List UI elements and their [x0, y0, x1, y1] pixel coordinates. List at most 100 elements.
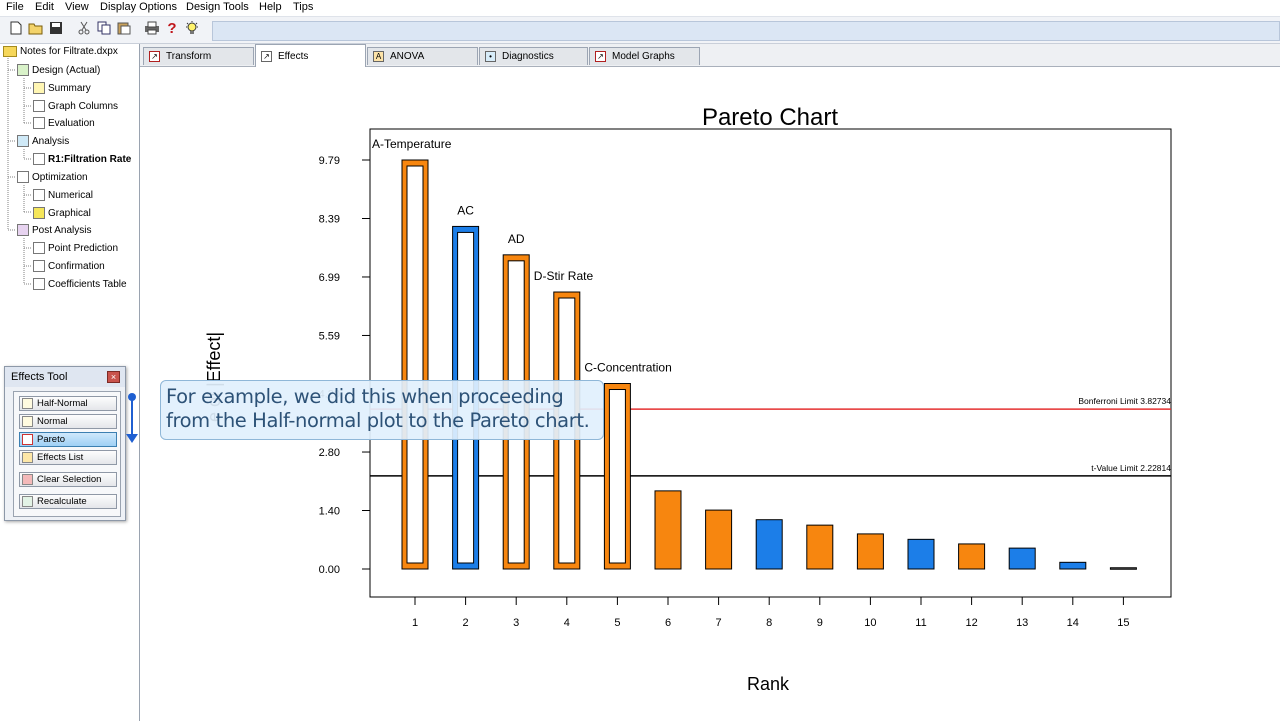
open-folder-icon[interactable] [28, 20, 44, 36]
pareto-bars-icon [22, 434, 33, 445]
half-normal-button[interactable]: Half-Normal [19, 396, 117, 411]
pointer-marker-line [131, 398, 133, 438]
response-icon [33, 153, 45, 165]
tree-item-coefficients-table[interactable]: Coefficients Table [33, 278, 127, 290]
menu-tips[interactable]: Tips [293, 1, 314, 13]
copy-icon[interactable] [96, 20, 112, 36]
tab-effects[interactable]: ↗ Effects [255, 44, 366, 67]
menu-view[interactable]: View [65, 1, 89, 13]
tree-item-label: Graphical [48, 207, 91, 219]
x-tick-label: 15 [1117, 617, 1129, 629]
button-label: Pareto [37, 434, 65, 445]
pareto-bar [856, 533, 884, 570]
chart-title: Pareto Chart [702, 104, 838, 131]
summary-icon [33, 82, 45, 94]
graphical-icon [33, 207, 45, 219]
effects-tool-title: Effects Tool [11, 371, 68, 383]
tree-item-filtration-rate[interactable]: R1:Filtration Rate [33, 153, 131, 165]
tree-item-label: Graph Columns [48, 100, 119, 112]
point-prediction-icon [33, 242, 45, 254]
close-icon[interactable]: × [107, 371, 120, 383]
help-question-icon[interactable]: ? [167, 19, 177, 37]
tree-item-label: Analysis [32, 135, 70, 147]
pareto-bar [907, 538, 935, 570]
tree-item-label: Point Prediction [48, 242, 119, 254]
x-tick-label: 3 [513, 617, 519, 629]
tree-item-label: Evaluation [48, 117, 95, 129]
y-tick-label: 6.99 [319, 272, 340, 284]
tree-root-notes[interactable]: Notes for Filtrate.dxpx [3, 46, 118, 57]
y-tick-label: 1.40 [319, 506, 340, 518]
pointer-arrow-icon [126, 434, 138, 443]
button-label: Recalculate [37, 496, 87, 507]
tree-item-design[interactable]: Design (Actual) [17, 64, 100, 76]
tips-lightbulb-icon[interactable] [184, 20, 200, 36]
y-tick-label: 9.79 [319, 155, 340, 167]
y-tick-label: 5.59 [319, 330, 340, 342]
tree-item-analysis[interactable]: Analysis [17, 135, 69, 147]
print-icon[interactable] [144, 20, 160, 36]
pareto-bar [654, 490, 682, 570]
tree-connector-lines [7, 58, 32, 285]
toolbar-blank-area [212, 21, 1280, 41]
anova-icon: A [373, 51, 384, 62]
normal-plot-icon [22, 416, 33, 427]
y-tick-label: 2.80 [319, 447, 340, 459]
tree-item-confirmation[interactable]: Confirmation [33, 260, 105, 272]
menu-design-tools[interactable]: Design Tools [186, 1, 249, 13]
numerical-icon [33, 189, 45, 201]
y-tick-label: 0.00 [319, 564, 340, 576]
tab-label: Effects [278, 50, 309, 62]
tab-model-graphs[interactable]: ↗ Model Graphs [589, 47, 700, 65]
pareto-button[interactable]: Pareto [19, 432, 117, 447]
half-normal-plot-icon [22, 398, 33, 409]
pareto-bar [705, 509, 733, 570]
confirmation-icon [33, 260, 45, 272]
limit-label: t-Value Limit 2.22814 [1091, 463, 1171, 473]
tab-anova[interactable]: A ANOVA [367, 47, 478, 65]
normal-button[interactable]: Normal [19, 414, 117, 429]
new-file-icon[interactable] [8, 20, 24, 36]
tree-item-label: Confirmation [48, 260, 105, 272]
menu-file[interactable]: File [6, 1, 24, 13]
tab-label: Transform [166, 51, 212, 62]
pointer-marker-dot [128, 393, 136, 401]
effects-list-button[interactable]: Effects List [19, 450, 117, 465]
tab-transform[interactable]: ↗ Transform [143, 47, 254, 65]
x-tick-label: 11 [915, 617, 926, 629]
tab-diagnostics[interactable]: • Diagnostics [479, 47, 588, 65]
tree-root-label: Notes for Filtrate.dxpx [20, 46, 118, 57]
tree-item-optimization[interactable]: Optimization [17, 171, 88, 183]
callout-line-2: from the Half-normal plot to the Pareto … [166, 409, 590, 432]
evaluation-magnifier-icon [33, 117, 45, 129]
tree-item-label: Design (Actual) [32, 64, 101, 76]
menu-display-options[interactable]: Display Options [100, 1, 178, 13]
cut-icon[interactable] [76, 20, 92, 36]
tree-item-evaluation[interactable]: Evaluation [33, 117, 95, 129]
tree-item-graphical[interactable]: Graphical [33, 207, 91, 219]
bar-label: C-Concentration [584, 361, 671, 375]
paste-icon[interactable] [116, 20, 132, 36]
bar-label: D-Stir Rate [534, 269, 594, 283]
tree-item-graph-columns[interactable]: Graph Columns [33, 100, 118, 112]
callout-line-1: For example, we did this when proceeding [166, 385, 564, 408]
menu-edit[interactable]: Edit [35, 1, 54, 13]
button-label: Half-Normal [37, 398, 88, 409]
x-tick-label: 1 [412, 617, 418, 629]
save-icon[interactable] [48, 20, 64, 36]
x-tick-label: 9 [817, 617, 823, 629]
limit-label: Bonferroni Limit 3.82734 [1078, 396, 1171, 406]
tree-item-point-prediction[interactable]: Point Prediction [33, 242, 118, 254]
effects-tool-titlebar[interactable]: Effects Tool × [5, 367, 125, 387]
pareto-bar [1109, 567, 1137, 570]
tree-item-numerical[interactable]: Numerical [33, 189, 93, 201]
menu-help[interactable]: Help [259, 1, 282, 13]
clear-selection-button[interactable]: Clear Selection [19, 472, 117, 487]
tree-item-label: Numerical [48, 189, 94, 201]
tree-item-post-analysis[interactable]: Post Analysis [17, 224, 91, 236]
recalculate-button[interactable]: Recalculate [19, 494, 117, 509]
tab-label: Diagnostics [502, 51, 554, 62]
button-label: Clear Selection [37, 474, 102, 485]
x-axis-label: Rank [747, 674, 790, 694]
tree-item-summary[interactable]: Summary [33, 82, 91, 94]
